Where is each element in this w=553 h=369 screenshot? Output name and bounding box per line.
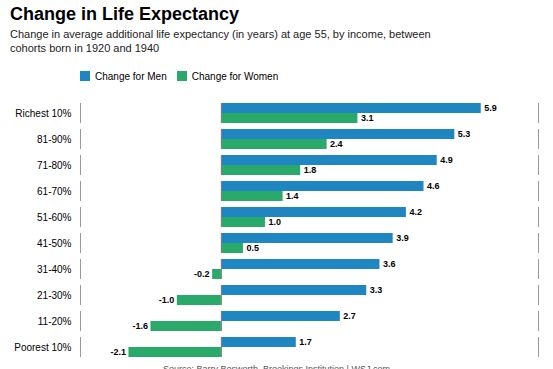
svg-text:-0.2: -0.2 <box>194 269 210 279</box>
svg-text:3.6: 3.6 <box>383 259 396 269</box>
svg-text:3.1: 3.1 <box>361 113 374 123</box>
svg-text:61-70%: 61-70% <box>37 185 72 196</box>
html-text:Change for Men: Change for Men <box>95 70 167 82</box>
html-text:Change in average additional l: Change in average additional life expect… <box>10 28 431 55</box>
svg-text:-1.0: -1.0 <box>159 295 175 305</box>
svg-text:4.2: 4.2 <box>409 207 422 217</box>
svg-text:-1.6: -1.6 <box>132 321 148 331</box>
svg-text:5.3: 5.3 <box>458 129 471 139</box>
svg-text:0.5: 0.5 <box>246 243 259 253</box>
svg-text:1.7: 1.7 <box>299 337 312 347</box>
svg-text:4.9: 4.9 <box>440 155 453 165</box>
svg-text:1.8: 1.8 <box>304 165 317 175</box>
svg-text:4.6: 4.6 <box>427 181 440 191</box>
svg-text:Richest 10%: Richest 10% <box>15 107 71 118</box>
svg-text:3.3: 3.3 <box>370 285 383 295</box>
svg-text:-2.1: -2.1 <box>110 347 126 357</box>
svg-text:81-90%: 81-90% <box>37 133 72 144</box>
svg-text:1.0: 1.0 <box>268 217 281 227</box>
svg-text:3.9: 3.9 <box>396 233 409 243</box>
svg-text:31-40%: 31-40% <box>37 263 72 274</box>
svg-text:21-30%: 21-30% <box>37 289 72 300</box>
html-text:Change in Life Expectancy: Change in Life Expectancy <box>10 4 240 24</box>
svg-text:41-50%: 41-50% <box>37 237 72 248</box>
svg-text:11-20%: 11-20% <box>38 315 72 326</box>
svg-text:Poorest 10%: Poorest 10% <box>14 341 71 352</box>
svg-text:5.9: 5.9 <box>484 103 497 113</box>
html-text:Change for Women: Change for Women <box>191 70 279 82</box>
svg-text:51-60%: 51-60% <box>37 211 72 222</box>
svg-text:1.4: 1.4 <box>286 191 299 201</box>
svg-text:71-80%: 71-80% <box>37 159 72 170</box>
svg-text:2.4: 2.4 <box>330 139 343 149</box>
svg-text:2.7: 2.7 <box>343 311 356 321</box>
